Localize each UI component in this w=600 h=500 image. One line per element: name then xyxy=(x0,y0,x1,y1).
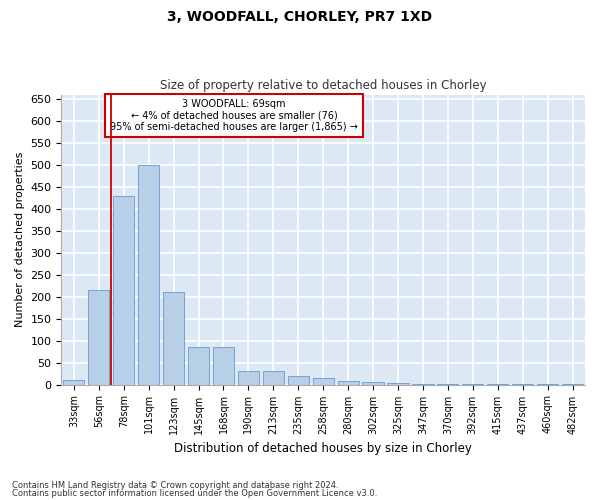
Bar xyxy=(63,380,85,384)
Y-axis label: Number of detached properties: Number of detached properties xyxy=(15,152,25,327)
Bar xyxy=(188,347,209,385)
Bar xyxy=(313,378,334,384)
Bar xyxy=(338,381,359,384)
Bar xyxy=(138,165,159,384)
Bar xyxy=(213,347,234,385)
Text: 3 WOODFALL: 69sqm
← 4% of detached houses are smaller (76)
95% of semi-detached : 3 WOODFALL: 69sqm ← 4% of detached house… xyxy=(110,99,358,132)
Text: Contains HM Land Registry data © Crown copyright and database right 2024.: Contains HM Land Registry data © Crown c… xyxy=(12,481,338,490)
Bar xyxy=(263,372,284,384)
X-axis label: Distribution of detached houses by size in Chorley: Distribution of detached houses by size … xyxy=(174,442,472,455)
Text: Contains public sector information licensed under the Open Government Licence v3: Contains public sector information licen… xyxy=(12,488,377,498)
Text: 3, WOODFALL, CHORLEY, PR7 1XD: 3, WOODFALL, CHORLEY, PR7 1XD xyxy=(167,10,433,24)
Bar xyxy=(238,372,259,384)
Bar xyxy=(287,376,309,384)
Bar xyxy=(163,292,184,384)
Bar xyxy=(113,196,134,384)
Bar xyxy=(88,290,109,384)
Bar xyxy=(362,382,383,384)
Title: Size of property relative to detached houses in Chorley: Size of property relative to detached ho… xyxy=(160,79,487,92)
